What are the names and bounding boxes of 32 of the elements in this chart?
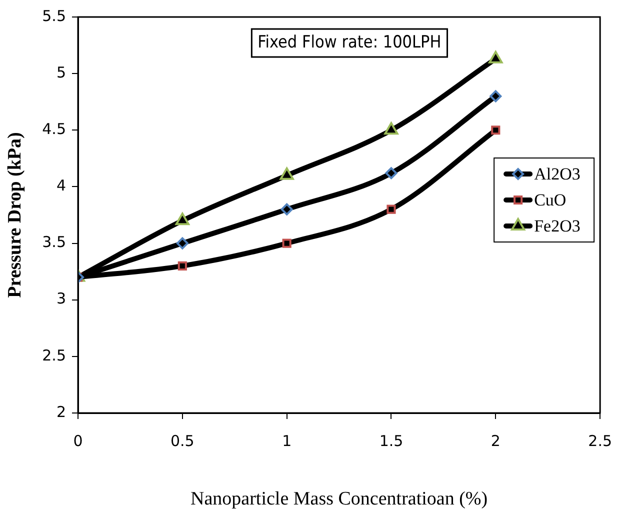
point xyxy=(176,237,188,250)
point xyxy=(280,167,294,180)
point xyxy=(491,126,500,135)
point xyxy=(386,204,396,214)
point xyxy=(385,167,398,180)
point xyxy=(178,261,187,270)
legend-label: CuO xyxy=(534,190,566,210)
y-tick-label: 3.5 xyxy=(42,233,66,252)
x-tick-label: 2 xyxy=(490,432,500,450)
legend-label: Fe2O3 xyxy=(534,216,580,236)
x-tick-label: 0 xyxy=(73,432,83,450)
point xyxy=(175,212,190,226)
point xyxy=(490,90,502,102)
y-axis-title: Pressure Drop (kPa) xyxy=(4,132,26,298)
x-axis-title: Nanoparticle Mass Concentratioan (%) xyxy=(190,488,488,510)
point xyxy=(384,122,398,135)
y-tick-label: 5 xyxy=(56,63,66,82)
y-tick-label: 5.5 xyxy=(42,6,66,25)
y-tick-label: 2 xyxy=(56,402,66,421)
y-tick-label: 4.5 xyxy=(42,120,66,138)
annotation: Fixed Flow rate: 100LPH xyxy=(258,32,442,52)
x-tick-label: 1.5 xyxy=(379,432,404,450)
point xyxy=(280,203,293,216)
point xyxy=(282,238,292,248)
x-tick-label: 2.5 xyxy=(588,432,612,450)
x-tick-label: 0.5 xyxy=(170,432,194,450)
point xyxy=(488,50,503,64)
y-tick-label: 4 xyxy=(56,176,66,195)
x-tick-label: 1 xyxy=(282,432,292,450)
legend-label: Al2O3 xyxy=(534,164,580,184)
y-tick-label: 3 xyxy=(56,290,66,308)
y-tick-label: 2.5 xyxy=(42,346,66,364)
